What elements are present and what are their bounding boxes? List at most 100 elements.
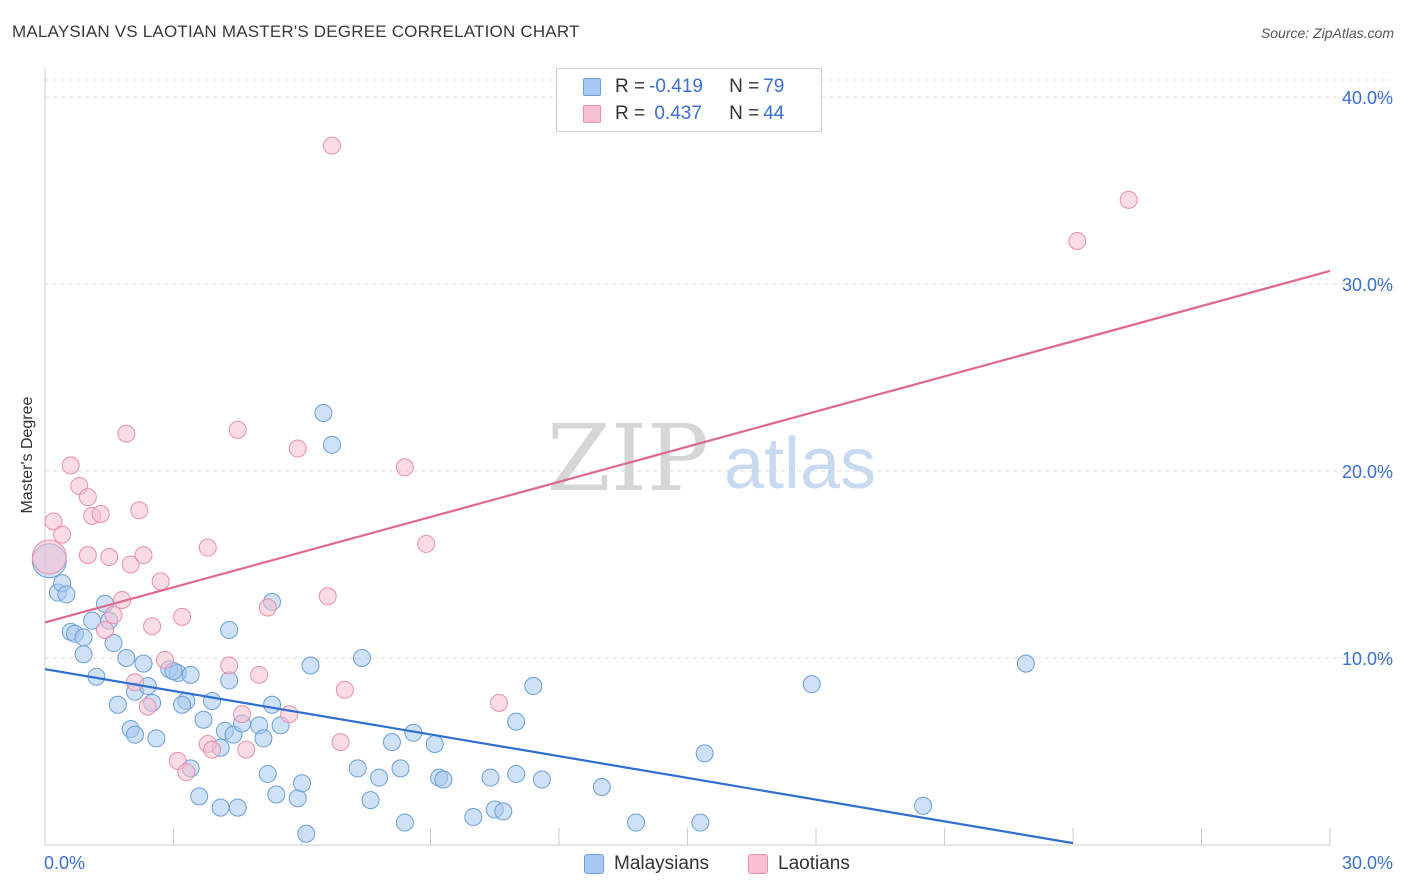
source-label: Source: ZipAtlas.com bbox=[1260, 25, 1394, 41]
malaysian-point bbox=[301, 656, 320, 675]
laotian-point bbox=[173, 607, 192, 626]
malaysian-point bbox=[297, 824, 316, 843]
legend-item-laotians[interactable]: Laotians bbox=[748, 852, 850, 876]
laotian-point bbox=[288, 439, 307, 458]
legend-item-malaysians[interactable]: Malaysians bbox=[584, 852, 709, 876]
malaysian-point bbox=[293, 774, 311, 793]
malaysian-point bbox=[181, 665, 200, 684]
laotian-point bbox=[31, 539, 67, 575]
laotian-point bbox=[78, 546, 97, 565]
laotian-point bbox=[117, 424, 136, 443]
malaysian-point bbox=[481, 768, 500, 787]
laotian-point bbox=[335, 680, 354, 699]
legend-r-value: -0.419 bbox=[649, 76, 703, 97]
malaysian-point bbox=[74, 628, 93, 647]
malaysian-point bbox=[464, 807, 483, 826]
malaysian-point bbox=[322, 435, 341, 454]
laotian-point bbox=[53, 525, 72, 544]
laotian-point bbox=[61, 456, 80, 475]
malaysian-point bbox=[267, 785, 286, 804]
legend-n-label: N = bbox=[729, 76, 760, 97]
malaysian-trend-line bbox=[44, 668, 1074, 845]
malaysian-point bbox=[125, 725, 144, 744]
gridlines bbox=[45, 79, 1390, 659]
watermark: ZIP atlas bbox=[547, 405, 876, 512]
laotian-point bbox=[280, 705, 299, 724]
x-tick-label: 0.0% bbox=[44, 853, 85, 873]
laotian-point bbox=[1068, 231, 1087, 250]
laotian-point bbox=[121, 555, 140, 574]
laotian-point bbox=[322, 136, 341, 155]
malaysian-point bbox=[263, 695, 282, 714]
malaysian-point bbox=[258, 764, 277, 783]
laotian-point bbox=[125, 673, 144, 692]
malaysian-point bbox=[348, 759, 367, 778]
malaysian-point bbox=[288, 789, 307, 808]
malaysian-point bbox=[74, 645, 93, 664]
chart-title: MALAYSIAN VS LAOTIAN MASTER'S DEGREE COR… bbox=[12, 22, 580, 41]
laotian-point bbox=[44, 512, 63, 531]
malaysian-point bbox=[361, 791, 380, 810]
axes bbox=[44, 68, 1331, 846]
y-tick-label: 30.0% bbox=[1342, 275, 1393, 295]
legend-swatch-malaysians bbox=[584, 854, 604, 874]
malaysian-point bbox=[108, 695, 127, 714]
legend-swatch-blue bbox=[583, 78, 601, 96]
legend-n-label: N = bbox=[729, 103, 760, 124]
y-tick-label: 20.0% bbox=[1342, 462, 1393, 482]
laotian-point bbox=[1119, 190, 1138, 209]
legend-r-label: R = bbox=[615, 76, 646, 97]
malaysian-point bbox=[57, 585, 76, 604]
malaysian-point bbox=[425, 735, 444, 754]
malaysian-point bbox=[220, 620, 239, 639]
laotian-point bbox=[104, 605, 123, 624]
correlation-legend: R = -0.419 N = 79 R = 0.437 N = 44 bbox=[556, 68, 822, 132]
laotian-point bbox=[417, 534, 436, 553]
y-tick-label: 40.0% bbox=[1342, 88, 1393, 108]
laotian-point bbox=[151, 572, 170, 591]
y-axis-label: Master's Degree bbox=[19, 396, 36, 514]
malaysian-point bbox=[592, 778, 611, 797]
laotian-point bbox=[318, 587, 337, 606]
laotian-point bbox=[100, 548, 119, 567]
malaysian-point bbox=[254, 729, 273, 748]
legend-row-laotians: R = 0.437 N = 44 bbox=[583, 102, 784, 126]
malaysian-point bbox=[507, 764, 526, 783]
malaysian-point bbox=[147, 729, 166, 748]
malaysian-point bbox=[211, 798, 230, 817]
data-points bbox=[31, 136, 1138, 843]
laotian-point bbox=[198, 538, 217, 557]
laotian-point bbox=[203, 740, 222, 759]
malaysian-point bbox=[802, 675, 821, 694]
malaysian-point bbox=[370, 768, 389, 787]
malaysian-point bbox=[228, 798, 247, 817]
malaysian-point bbox=[914, 796, 933, 815]
laotian-point bbox=[331, 733, 350, 752]
malaysian-point bbox=[203, 692, 222, 711]
malaysian-point bbox=[627, 813, 646, 832]
laotian-point bbox=[78, 488, 97, 507]
laotian-point bbox=[130, 501, 149, 520]
legend-n-value: 44 bbox=[763, 103, 785, 124]
malaysian-point bbox=[352, 649, 371, 667]
laotian-trend-line bbox=[44, 269, 1331, 624]
laotian-point bbox=[143, 617, 162, 636]
malaysian-point bbox=[524, 677, 543, 696]
laotian-point bbox=[258, 598, 277, 617]
legend-swatch-laotians bbox=[748, 854, 768, 874]
malaysian-point bbox=[434, 770, 453, 789]
malaysian-point bbox=[395, 813, 414, 832]
laotian-point bbox=[220, 656, 239, 675]
malaysian-point bbox=[220, 671, 239, 690]
legend-row-malaysians: R = -0.419 N = 79 bbox=[583, 75, 784, 99]
laotian-point bbox=[177, 763, 196, 782]
watermark-zip: ZIP bbox=[547, 405, 709, 512]
laotian-point bbox=[134, 546, 153, 565]
legend-label-laotians: Laotians bbox=[778, 853, 850, 874]
malaysian-point bbox=[104, 634, 123, 653]
malaysian-point bbox=[314, 404, 333, 423]
laotian-point bbox=[138, 697, 157, 716]
laotian-point bbox=[155, 650, 174, 669]
laotian-point bbox=[490, 693, 509, 712]
